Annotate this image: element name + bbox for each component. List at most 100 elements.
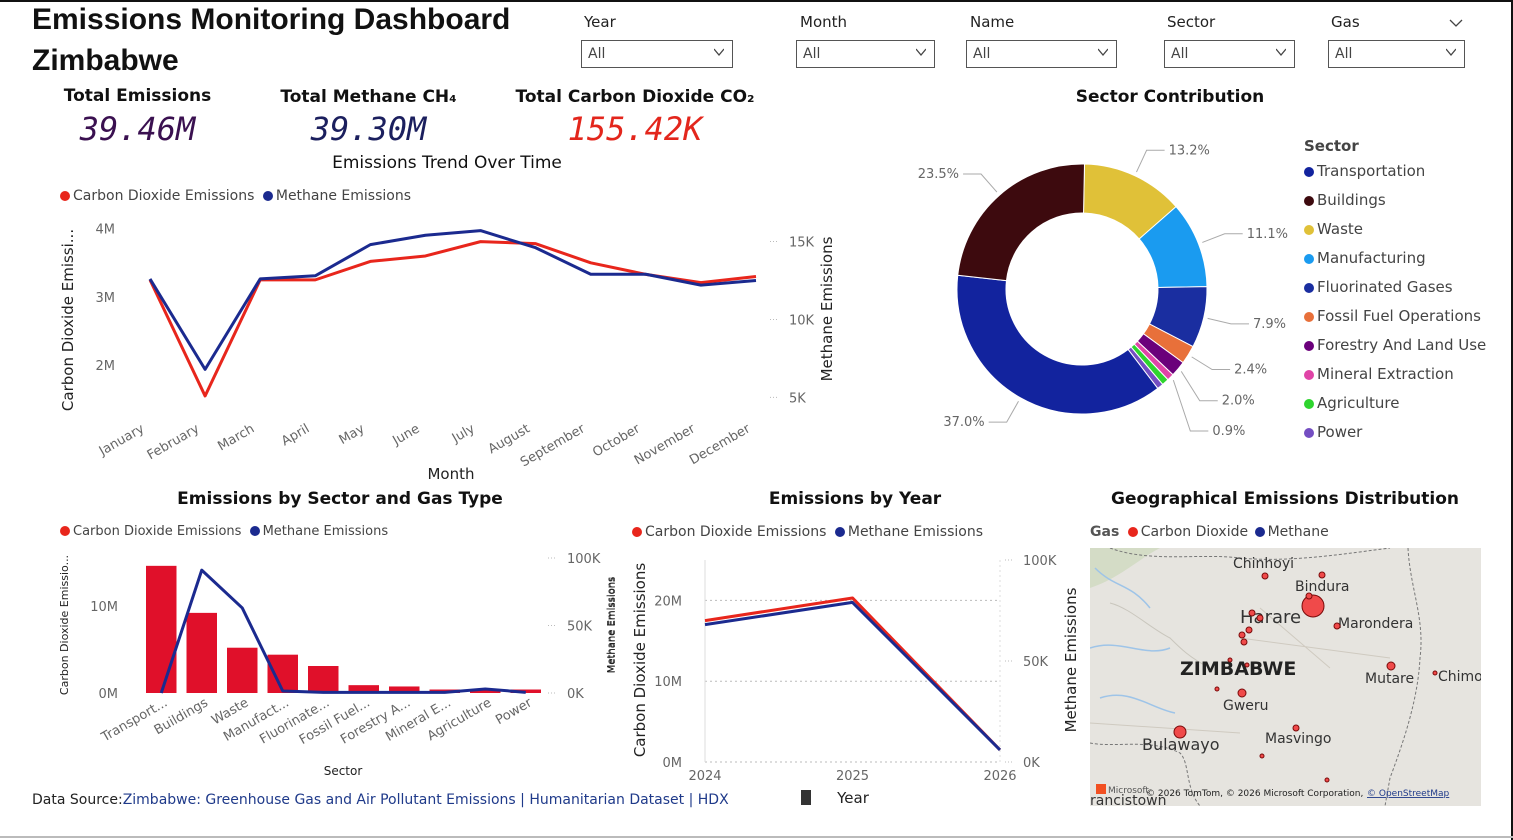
map-border-sw — [1090, 742, 1201, 806]
kpi-total-co2-label: Total Carbon Dioxide CO₂ — [515, 87, 755, 107]
map-emission-point[interactable] — [1318, 571, 1326, 579]
co2-legend-dot — [1127, 527, 1138, 537]
map-title: Geographical Emissions Distribution — [1110, 489, 1460, 509]
bar-co2[interactable] — [267, 654, 299, 693]
legend-dot — [1304, 167, 1314, 177]
filter-month-dropdown[interactable]: All — [796, 40, 935, 68]
map-emission-point[interactable] — [1227, 657, 1233, 663]
map-emission-point[interactable] — [1259, 753, 1265, 759]
map-emission-point[interactable] — [1305, 592, 1313, 600]
filter-value: All — [1171, 46, 1189, 62]
map-emission-point[interactable] — [1324, 777, 1330, 783]
y-tick-label: 10M — [654, 675, 682, 690]
y-axis-title-short: Methane Emissions — [607, 577, 618, 674]
map-emission-point[interactable] — [1333, 622, 1341, 630]
y2-tick-label: 100K — [1023, 554, 1057, 569]
series-line-methane — [704, 600, 1002, 751]
city-label: Masvingo — [1265, 731, 1331, 747]
donut-slice-buildings[interactable] — [957, 163, 1086, 282]
filter-label-name: Name — [970, 13, 1015, 31]
map-emission-point[interactable] — [1386, 661, 1396, 671]
map-emission-point[interactable] — [1261, 572, 1269, 580]
map-emission-point[interactable] — [1301, 594, 1325, 618]
map-attribution-link[interactable]: © OpenStreetMap — [1367, 789, 1450, 799]
y2-tick-label: 50K — [1023, 655, 1049, 670]
donut-legend-item[interactable]: Fluorinated Gases — [1304, 278, 1453, 296]
filter-year-dropdown[interactable]: All — [581, 40, 733, 68]
donut-legend-item[interactable]: Buildings — [1304, 191, 1386, 209]
map-emission-point[interactable] — [1292, 724, 1300, 732]
top-border — [0, 0, 1513, 2]
map-emission-point[interactable] — [1237, 688, 1247, 698]
bar-co2[interactable] — [186, 612, 218, 693]
data-source-link[interactable]: Zimbabwe: Greenhouse Gas and Air Polluta… — [122, 792, 729, 808]
donut-legend-item[interactable]: Forestry And Land Use — [1304, 336, 1486, 354]
legend-label: Power — [1317, 423, 1363, 441]
legend-label: Transportation — [1317, 162, 1426, 180]
donut-legend-item[interactable]: Fossil Fuel Operations — [1304, 307, 1481, 325]
map-emission-point[interactable] — [1244, 662, 1250, 668]
chevron-down-icon — [1276, 48, 1286, 57]
donut-legend-item[interactable]: Power — [1304, 423, 1362, 441]
map-emission-point[interactable] — [1245, 626, 1253, 634]
x-tick-label: August — [486, 421, 533, 457]
map-river — [1090, 567, 1176, 714]
x-axis-title: Month — [427, 465, 474, 483]
donut-legend-item[interactable]: Waste — [1304, 220, 1363, 238]
bar-co2[interactable] — [470, 690, 501, 693]
bar-co2[interactable] — [389, 686, 420, 693]
map-road — [1109, 602, 1211, 669]
map-emission-point[interactable] — [1238, 631, 1246, 639]
y2-axis-title: Methane Emissions — [1062, 587, 1080, 732]
bar-co2[interactable] — [348, 685, 380, 693]
y-axis-title: Carbon Dioxide Emissions — [631, 563, 649, 758]
gas-filter-collapse-chevron-icon[interactable] — [1449, 13, 1463, 32]
map-legend-co2: Carbon Dioxide — [1140, 524, 1249, 540]
map-emission-point[interactable] — [1214, 686, 1220, 692]
geo-map[interactable]: Chinhoyi Bindura Harare Marondera Mutare… — [1090, 548, 1481, 806]
chevron-down-icon — [1446, 48, 1456, 57]
map-emission-point[interactable] — [1173, 725, 1187, 739]
legend-dot — [1304, 370, 1314, 380]
map-emission-point[interactable] — [1432, 670, 1438, 676]
slice-leader-line — [963, 173, 998, 193]
slice-leader-line — [1207, 317, 1249, 325]
legend-dot — [1304, 428, 1314, 438]
bar-co2[interactable] — [227, 647, 258, 693]
filter-sector-dropdown[interactable]: All — [1164, 40, 1295, 68]
x-tick-label: December — [687, 421, 753, 468]
map-emission-point[interactable] — [1256, 614, 1264, 622]
y2-axis-title: Methane Emissions — [606, 577, 617, 674]
donut-legend-item[interactable]: Agriculture — [1304, 394, 1400, 412]
map-brand: Microsoft — [1108, 786, 1149, 796]
legend-label: Agriculture — [1317, 394, 1400, 412]
slice-leader-line — [1180, 371, 1218, 402]
map-emission-point[interactable] — [1240, 638, 1248, 646]
filter-name-dropdown[interactable]: All — [966, 40, 1117, 68]
filter-gas-dropdown[interactable]: All — [1328, 40, 1465, 68]
trend-legend: Carbon Dioxide Emissions Methane Emissio… — [60, 188, 411, 204]
donut-legend-item[interactable]: Transportation — [1304, 162, 1425, 180]
map-emission-point[interactable] — [1248, 609, 1256, 617]
filter-value: All — [588, 46, 606, 62]
data-source-label: Data Source: — [32, 792, 123, 808]
year-chart-title: Emissions by Year — [768, 489, 942, 509]
bar-co2[interactable] — [308, 666, 339, 693]
donut-legend-item[interactable]: Manufacturing — [1304, 249, 1426, 267]
methane-legend-dot — [262, 191, 273, 201]
donut-slice-transportation[interactable] — [956, 274, 1159, 415]
kpi-total-methane-label: Total Methane CH₄ — [280, 87, 457, 107]
x-tick-label: February — [145, 421, 203, 463]
legend-label: Fluorinated Gases — [1317, 278, 1453, 296]
map-points — [1173, 571, 1438, 783]
data-source: Data Source:Zimbabwe: Greenhouse Gas and… — [32, 792, 729, 808]
scroll-handle[interactable] — [801, 790, 811, 805]
year-legend: Carbon Dioxide Emissions Methane Emissio… — [632, 524, 983, 540]
legend-label: Waste — [1317, 220, 1363, 238]
donut-chart-title: Sector Contribution — [1075, 87, 1265, 107]
donut-legend-item[interactable]: Mineral Extraction — [1304, 365, 1454, 383]
y2-tick-label: 50K — [567, 620, 593, 635]
bar-co2[interactable] — [146, 565, 177, 693]
x-tick-label: 2026 — [983, 769, 1016, 784]
legend-dot — [1304, 283, 1314, 293]
